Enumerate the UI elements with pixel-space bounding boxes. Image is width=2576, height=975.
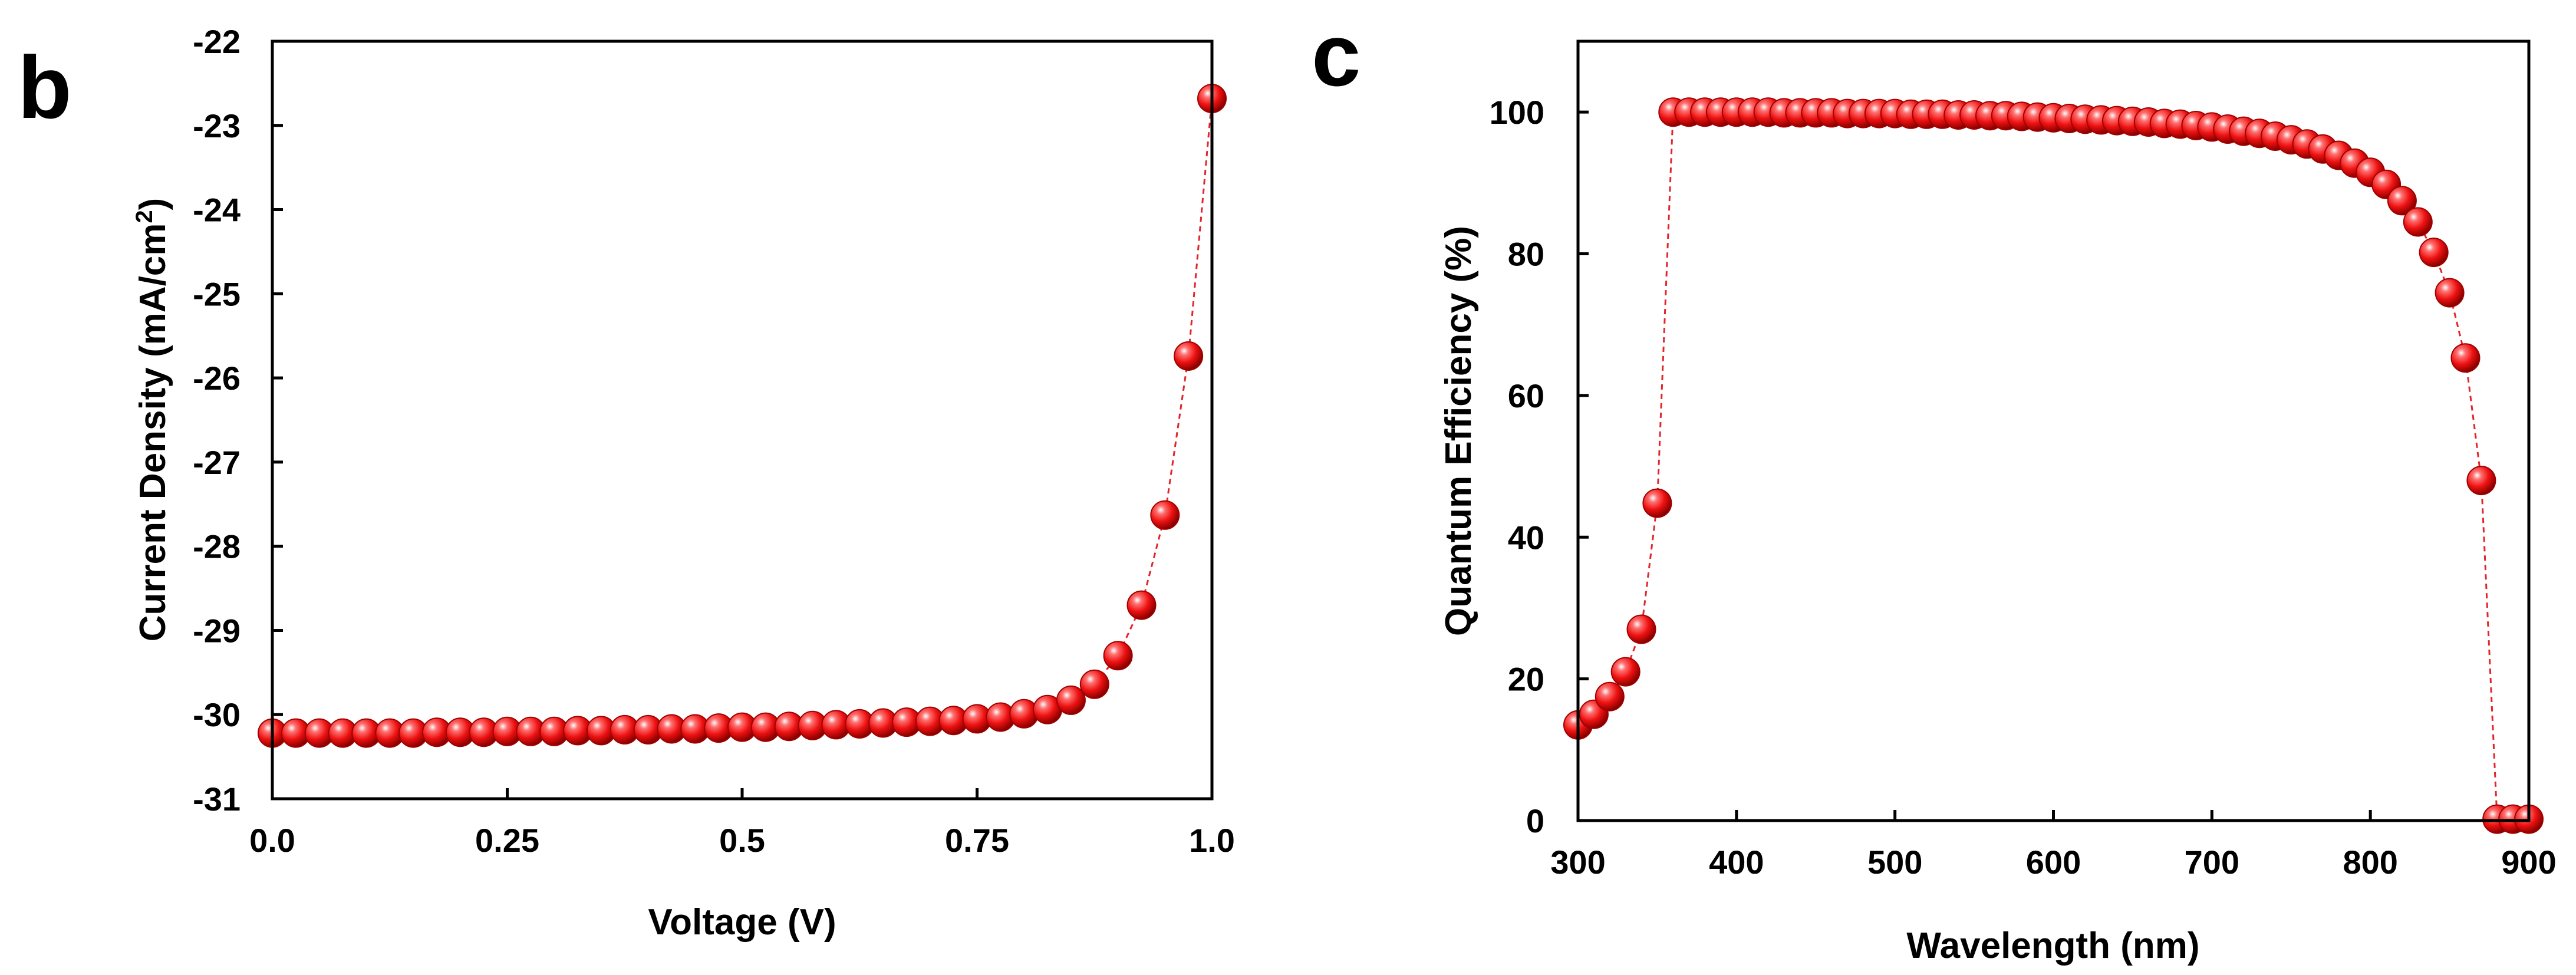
c-data-point	[2387, 186, 2417, 216]
b-y-tick-label: -26	[193, 360, 241, 397]
b-data-point	[1174, 341, 1204, 371]
c-y-tick-label: 80	[1508, 236, 1544, 273]
c-x-tick-label: 300	[1550, 844, 1605, 881]
c-data-point	[1595, 681, 1625, 712]
panel-label-c: c	[1312, 5, 1361, 104]
c-data-point	[2403, 207, 2433, 237]
c-y-tick-label: 20	[1508, 661, 1544, 698]
b-x-tick-label: 1.0	[1189, 822, 1235, 859]
c-data-point	[2419, 238, 2449, 268]
c-plot-frame	[1576, 39, 2531, 822]
c-x-tick-label: 700	[2185, 844, 2239, 881]
c-y-tick-label: 60	[1508, 377, 1544, 414]
b-y-tick-label: -30	[193, 696, 241, 733]
b-data-point	[1150, 500, 1180, 530]
b-y-tick-label: -27	[193, 444, 241, 481]
b-data-point	[1103, 641, 1133, 671]
c-y-axis-title: Quantum Efficiency (%)	[1438, 226, 1479, 636]
b-x-tick-label: 0.0	[249, 822, 295, 859]
c-data-point	[1642, 488, 1672, 518]
b-y-axis-title: Current Density (mA/cm2)	[131, 198, 173, 642]
b-y-tick-label: -22	[193, 23, 241, 60]
panel-label-b: b	[18, 38, 72, 137]
c-data-point	[2450, 343, 2481, 373]
b-x-tick-label: 0.75	[945, 822, 1009, 859]
c-x-tick-label: 600	[2026, 844, 2081, 881]
c-series	[1563, 97, 2544, 834]
b-data-point	[1056, 685, 1086, 715]
b-data-point	[1079, 669, 1109, 699]
chart-panel-c: c 300 400 500 600 700 800 900 0 20 40 60 80 100 Wave…	[1312, 5, 2557, 966]
b-series-line	[272, 98, 1213, 734]
b-x-tick-label: 0.25	[475, 822, 539, 859]
c-series-line	[1577, 111, 2529, 821]
c-x-tick-label: 400	[1709, 844, 1764, 881]
c-x-tick-label: 900	[2501, 844, 2556, 881]
c-x-axis-title: Wavelength (nm)	[1906, 925, 2199, 966]
c-data-point	[1626, 614, 1656, 644]
b-x-axis-title: Voltage (V)	[648, 902, 836, 943]
b-series	[258, 84, 1227, 748]
b-y-tick-label: -25	[193, 275, 241, 312]
c-x-tick-label: 500	[1867, 844, 1922, 881]
chart-panel-b: b 0.0 0.25 0.5 0.75 1.0 -31 -30 -29 -28 -27 -26 -25…	[18, 23, 1235, 943]
b-y-tick-label: -31	[193, 780, 241, 818]
c-data-point	[2466, 466, 2496, 496]
b-data-point	[1126, 590, 1157, 620]
b-plot-frame	[271, 39, 1214, 801]
b-x-tick-label: 0.5	[719, 822, 765, 859]
c-data-point	[2435, 278, 2465, 308]
b-y-tick-label: -29	[193, 612, 241, 649]
c-y-tick-label: 100	[1490, 94, 1544, 131]
b-y-tick-label: -23	[193, 107, 241, 144]
c-y-tick-label: 0	[1526, 802, 1544, 839]
b-y-tick-label: -28	[193, 528, 241, 565]
c-data-point	[1610, 657, 1641, 687]
c-x-tick-label: 800	[2343, 844, 2397, 881]
b-y-tick-label: -24	[193, 192, 241, 229]
c-ticks: 300 400 500 600 700 800 900 0 20 40 60 80 100	[1490, 94, 2557, 881]
c-y-tick-label: 40	[1508, 519, 1544, 556]
b-ticks: 0.0 0.25 0.5 0.75 1.0 -31 -30 -29 -28 -27 -26 -25 -2…	[193, 23, 1235, 859]
